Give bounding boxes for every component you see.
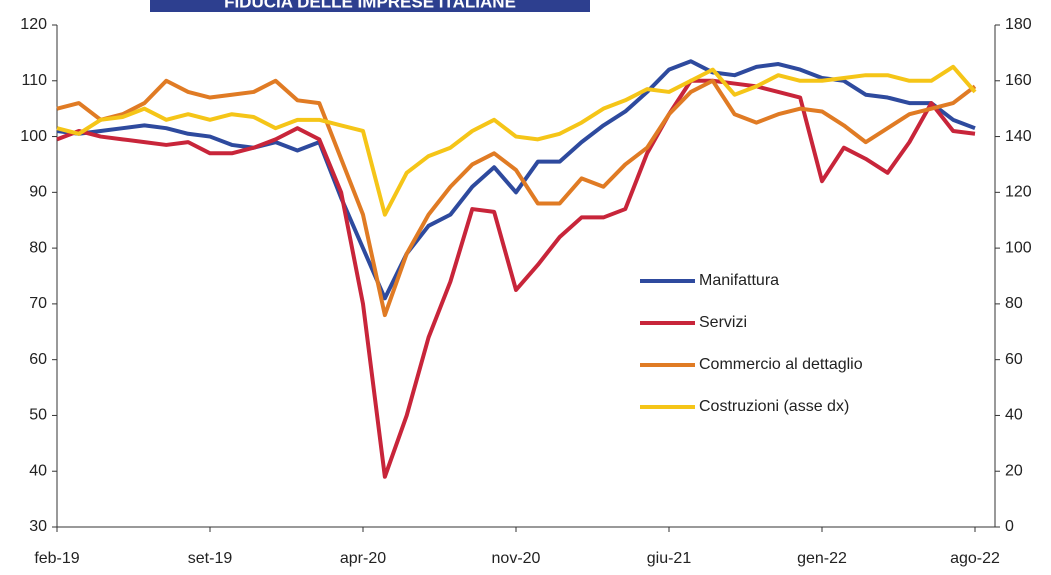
y2-tick-label: 40 [1005, 407, 1023, 424]
x-tick-label: gen-22 [797, 550, 847, 567]
x-tick-label: nov-20 [492, 550, 541, 567]
y-tick-label: 50 [29, 407, 47, 424]
y2-tick-label: 0 [1005, 518, 1014, 535]
line-series [56, 64, 977, 217]
chart-title: FIDUCIA DELLE IMPRESE ITALIANE [224, 0, 516, 11]
y2-tick-label: 120 [1005, 184, 1032, 201]
legend-label: Commercio al dettaglio [699, 356, 863, 373]
y-tick-label: 120 [20, 16, 47, 33]
y-tick-label: 60 [29, 351, 47, 368]
line-series [56, 78, 977, 318]
y-tick-label: 110 [21, 72, 47, 89]
y2-tick-label: 20 [1005, 462, 1023, 479]
x-tick-label: set-19 [188, 550, 233, 567]
y-tick-label: 90 [29, 184, 47, 201]
y-tick-label: 70 [29, 295, 47, 312]
legend-label: Servizi [699, 314, 747, 331]
y2-tick-label: 140 [1005, 128, 1032, 145]
y-tick-label: 80 [29, 239, 47, 256]
y2-tick-label: 100 [1005, 239, 1032, 256]
y-tick-label: 100 [20, 128, 47, 145]
title-banner [150, 0, 590, 12]
y-tick-label: 30 [29, 518, 47, 535]
x-tick-label: feb-19 [34, 550, 79, 567]
legend-label: Costruzioni (asse dx) [699, 398, 849, 415]
legend-label: Manifattura [699, 272, 779, 289]
y2-tick-label: 60 [1005, 351, 1023, 368]
x-tick-label: giu-21 [647, 550, 692, 567]
x-tick-label: ago-22 [950, 550, 1000, 567]
x-tick-label: apr-20 [340, 550, 386, 567]
y2-tick-label: 180 [1005, 16, 1032, 33]
y2-tick-label: 80 [1005, 295, 1023, 312]
line-series [56, 78, 976, 479]
y-tick-label: 40 [29, 462, 47, 479]
y2-tick-label: 160 [1005, 72, 1032, 89]
line-series [56, 59, 976, 301]
